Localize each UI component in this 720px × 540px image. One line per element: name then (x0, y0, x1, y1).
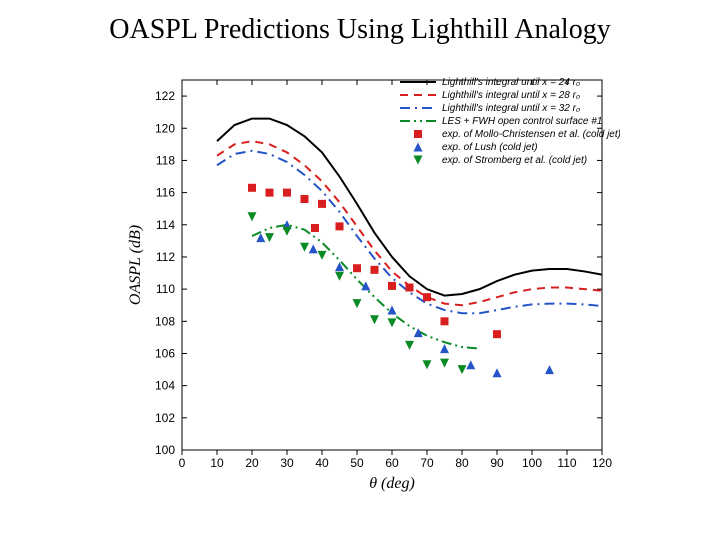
legend-label: Lighthill's integral until x = 28 r₀ (442, 90, 580, 101)
marker-triangle-down (335, 272, 344, 281)
marker-triangle-down (423, 360, 432, 369)
legend-label: exp. of Stromberg et al. (cold jet) (442, 155, 587, 166)
marker-triangle-down (265, 233, 274, 242)
marker-triangle-up (309, 244, 318, 253)
x-tick-label: 120 (592, 456, 612, 470)
marker-square (311, 224, 319, 232)
marker-square (406, 284, 414, 292)
x-tick-label: 20 (245, 456, 259, 470)
y-tick-label: 112 (156, 250, 175, 264)
x-tick-label: 110 (557, 456, 576, 470)
marker-square (353, 264, 361, 272)
marker-square (301, 195, 309, 203)
marker-square (441, 317, 449, 325)
marker-triangle-up (440, 344, 449, 353)
legend-label: exp. of Mollo-Christensen et al. (cold j… (442, 129, 620, 140)
y-tick-label: 102 (155, 411, 175, 425)
y-tick-label: 114 (156, 218, 175, 232)
marker-triangle-up (388, 306, 397, 315)
marker-triangle-down (353, 299, 362, 308)
marker-triangle-down (318, 251, 327, 260)
y-tick-label: 106 (155, 346, 175, 360)
marker-triangle-down (300, 243, 309, 252)
marker-triangle-up (414, 143, 423, 152)
legend-label: LES + FWH open control surface #1 (442, 116, 602, 127)
y-tick-label: 120 (155, 121, 175, 135)
y-tick-label: 116 (156, 186, 175, 200)
legend: Lighthill's integral until x = 24 r₀ Ligh… (400, 77, 620, 166)
page-title: OASPL Predictions Using Lighthill Analog… (0, 14, 720, 46)
y-tick-label: 118 (156, 153, 175, 167)
x-tick-label: 40 (315, 456, 329, 470)
marker-square (414, 130, 422, 138)
marker-square (371, 266, 379, 274)
legend-label: Lighthill's integral until x = 32 r₀ (442, 103, 580, 114)
marker-triangle-down (248, 212, 257, 221)
y-tick-label: 104 (155, 379, 175, 393)
marker-triangle-up (493, 368, 502, 377)
marker-triangle-down (370, 315, 379, 324)
marker-triangle-down (405, 341, 414, 350)
y-tick-label: 110 (156, 282, 175, 296)
marker-triangle-up (466, 360, 475, 369)
line-series-l24 (217, 119, 602, 296)
marker-square (336, 222, 344, 230)
marker-square (283, 189, 291, 197)
x-tick-label: 0 (179, 456, 186, 470)
y-axis-label: OASPL (dB) (127, 225, 144, 305)
marker-triangle-up (545, 365, 554, 374)
y-tick-label: 100 (155, 443, 175, 457)
x-tick-label: 10 (210, 456, 224, 470)
marker-triangle-down (414, 156, 423, 165)
legend-label: exp. of Lush (cold jet) (442, 142, 538, 153)
marker-triangle-down (458, 365, 467, 374)
marker-square (266, 189, 274, 197)
legend-label: Lighthill's integral until x = 24 r₀ (442, 77, 580, 88)
marker-square (248, 184, 256, 192)
marker-square (318, 200, 326, 208)
x-tick-label: 30 (280, 456, 294, 470)
chart-svg: 0 10 20 30 40 50 60 70 80 90 100 110 120 100 102 104 106… (120, 70, 620, 510)
x-tick-label: 50 (350, 456, 364, 470)
marker-square (423, 293, 431, 301)
x-tick-label: 80 (455, 456, 469, 470)
x-tick-label: 100 (522, 456, 542, 470)
marker-triangle-down (283, 227, 292, 236)
x-tick-label: 60 (385, 456, 399, 470)
marker-square (388, 282, 396, 290)
x-tick-label: 90 (490, 456, 504, 470)
y-tick-label: 122 (155, 89, 175, 103)
marker-triangle-down (388, 318, 397, 327)
marker-triangle-down (440, 359, 449, 368)
oaspl-chart: 0 10 20 30 40 50 60 70 80 90 100 110 120 100 102 104 106… (120, 70, 620, 510)
marker-square (493, 330, 501, 338)
y-tick-label: 108 (155, 314, 175, 328)
marker-series-mollo (248, 184, 501, 338)
x-axis-label: θ (deg) (369, 475, 415, 492)
x-tick-label: 70 (420, 456, 434, 470)
